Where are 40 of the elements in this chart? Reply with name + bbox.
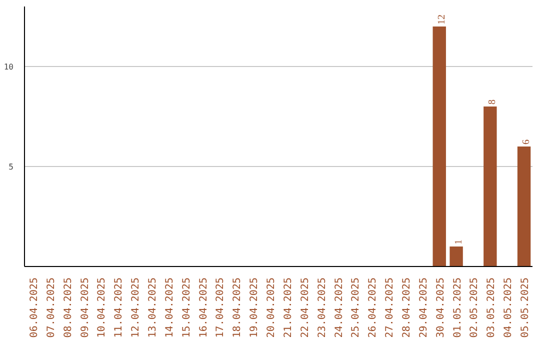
x-tick-label: 15.04.2025 (181, 277, 192, 338)
bar (432, 26, 446, 266)
bar (450, 246, 463, 266)
x-tick-label: 29.04.2025 (418, 277, 430, 338)
y-tick-label: 5 (8, 162, 14, 172)
x-tick-label: 30.04.2025 (435, 277, 446, 338)
x-tick-label: 12.04.2025 (130, 277, 142, 338)
x-tick-label: 28.04.2025 (402, 277, 412, 338)
x-tick-label: 02.05.2025 (469, 277, 480, 338)
data-label: 1 (453, 240, 464, 244)
x-tick-label: 08.04.2025 (62, 277, 74, 338)
x-tick-label: 14.04.2025 (164, 277, 176, 338)
bar (484, 106, 497, 266)
x-tick-label: 26.04.2025 (368, 277, 379, 338)
data-label: 12 (436, 14, 448, 24)
x-tick-label: 21.04.2025 (282, 277, 294, 338)
x-tick-label: 18.04.2025 (232, 277, 244, 338)
x-tick-label: 22.04.2025 (300, 277, 311, 338)
bar (517, 146, 531, 266)
y-tick-label: 10 (4, 62, 14, 72)
x-tick-label: 17.04.2025 (215, 277, 226, 338)
x-tick-label: 03.05.2025 (486, 277, 498, 338)
x-tick-label: 13.04.2025 (148, 277, 158, 338)
x-tick-label: 23.04.2025 (316, 277, 328, 338)
x-tick-label: 19.04.2025 (249, 277, 260, 338)
x-tick-label: 24.04.2025 (334, 277, 345, 338)
x-tick-label: 07.04.2025 (46, 277, 57, 338)
x-tick-label: 04.05.2025 (503, 277, 514, 338)
x-tick-label: 16.04.2025 (198, 277, 210, 338)
x-tick-label: 01.05.2025 (452, 277, 464, 338)
data-label: 6 (521, 140, 532, 144)
x-tick-label: 06.04.2025 (28, 277, 40, 338)
x-tick-label: 05.05.2025 (520, 277, 532, 338)
data-label: 8 (487, 100, 498, 104)
x-tick-label: 09.04.2025 (80, 277, 91, 338)
x-tick-label: 25.04.2025 (350, 277, 362, 338)
x-tick-label: 10.04.2025 (96, 277, 108, 338)
x-tick-label: 11.04.2025 (114, 277, 125, 338)
x-tick-label: 20.04.2025 (266, 277, 278, 338)
x-tick-label: 27.04.2025 (384, 277, 396, 338)
